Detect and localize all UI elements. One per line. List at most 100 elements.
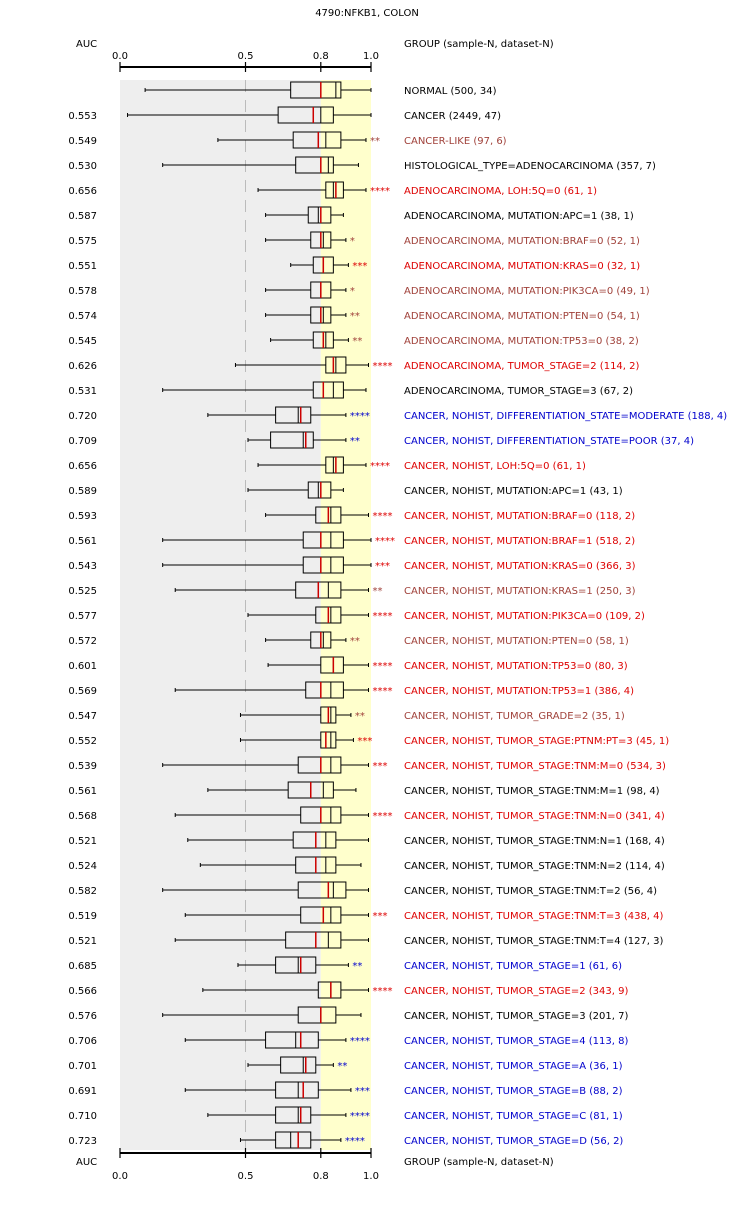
significance-stars: **** — [372, 811, 392, 822]
boxplot-row: ** 0.574 ADENOCARCINOMA, MUTATION:PTEN=0 (… — [68, 306, 640, 324]
boxplot-row: **** 0.706 CANCER, NOHIST, TUMOR_STAGE=4 (… — [68, 1031, 628, 1049]
boxplot-row: ** 0.545 ADENOCARCINOMA, MUTATION:TP53=0 (… — [68, 331, 639, 349]
boxplot-row: ** 0.685 CANCER, NOHIST, TUMOR_STAGE=1 (61… — [68, 956, 622, 974]
auc-value: 0.572 — [68, 636, 97, 647]
group-label: CANCER (2449, 47) — [404, 111, 501, 122]
group-label: ADENOCARCINOMA, LOH:5Q=0 (61, 1) — [404, 186, 597, 197]
boxplot-row: 0.589 CANCER, NOHIST, MUTATION:APC=1 (43,… — [68, 481, 623, 499]
boxplot-row: **** 0.720 CANCER, NOHIST, DIFFERENTIATION… — [68, 406, 727, 424]
group-label: CANCER, NOHIST, MUTATION:TP53=0 (80, 3) — [404, 661, 628, 672]
auc-value: 0.656 — [68, 461, 97, 472]
x-tick-label-top: 0.0 — [112, 51, 128, 62]
group-label: CANCER, NOHIST, MUTATION:KRAS=0 (366, 3) — [404, 561, 636, 572]
group-header-top: GROUP (sample-N, dataset-N) — [404, 39, 554, 50]
group-label: ADENOCARCINOMA, TUMOR_STAGE=2 (114, 2) — [404, 361, 640, 372]
iqr-box — [297, 1006, 337, 1024]
iqr-box — [297, 756, 342, 774]
iqr-box — [270, 431, 314, 449]
boxplot-row: 0.521 CANCER, NOHIST, TUMOR_STAGE:TNM:N=1… — [68, 831, 665, 849]
iqr-box — [302, 531, 344, 549]
auc-value: 0.549 — [68, 136, 97, 147]
significance-stars: **** — [372, 361, 392, 372]
auc-value: 0.701 — [68, 1061, 97, 1072]
boxplot-row: ** 0.572 CANCER, NOHIST, MUTATION:PTEN=0 (… — [68, 631, 629, 649]
significance-stars: ** — [350, 436, 360, 447]
auc-value: 0.525 — [68, 586, 97, 597]
iqr-box — [300, 906, 342, 924]
boxplot-row: *** 0.519 CANCER, NOHIST, TUMOR_STAGE:TNM:… — [68, 906, 664, 924]
boxplot-row: *** 0.543 CANCER, NOHIST, MUTATION:KRAS=0 … — [68, 556, 636, 574]
iqr-box — [307, 481, 332, 499]
significance-stars: **** — [350, 1036, 370, 1047]
boxplot-row: **** 0.566 CANCER, NOHIST, TUMOR_STAGE=2 (… — [68, 981, 628, 999]
significance-stars: **** — [372, 511, 392, 522]
significance-stars: * — [350, 236, 355, 247]
boxplot-row: **** 0.656 CANCER, NOHIST, LOH:5Q=0 (61, 1… — [68, 456, 586, 474]
boxplot-row: **** 0.568 CANCER, NOHIST, TUMOR_STAGE:TNM… — [68, 806, 665, 824]
boxplot-row: NORMAL (500, 34) — [144, 81, 497, 99]
group-label: CANCER, NOHIST, TUMOR_STAGE:TNM:N=0 (341… — [404, 811, 665, 822]
iqr-box — [325, 181, 344, 199]
auc-value: 0.582 — [68, 886, 97, 897]
significance-stars: **** — [375, 536, 395, 547]
auc-value: 0.552 — [68, 736, 97, 747]
auc-value: 0.589 — [68, 486, 97, 497]
group-label: ADENOCARCINOMA, TUMOR_STAGE=3 (67, 2) — [404, 386, 633, 397]
group-label: CANCER, NOHIST, TUMOR_STAGE:TNM:T=3 (438… — [404, 911, 664, 922]
group-label: CANCER, NOHIST, TUMOR_STAGE:TNM:N=1 (168… — [404, 836, 665, 847]
boxplot-row: 0.524 CANCER, NOHIST, TUMOR_STAGE:TNM:N=2… — [68, 856, 665, 874]
auc-value: 0.577 — [68, 611, 97, 622]
significance-stars: **** — [345, 1136, 365, 1147]
auc-value: 0.569 — [68, 686, 97, 697]
group-label: CANCER, NOHIST, MUTATION:BRAF=1 (518, 2) — [404, 536, 635, 547]
auc-value: 0.543 — [68, 561, 97, 572]
auc-value: 0.578 — [68, 286, 97, 297]
significance-stars: ** — [350, 311, 360, 322]
x-axis-bottom: 0.0 0.5 0.8 1.0 — [112, 1148, 379, 1182]
auc-value: 0.575 — [68, 236, 97, 247]
group-label: ADENOCARCINOMA, MUTATION:APC=1 (38, 1) — [404, 211, 634, 222]
significance-stars: *** — [375, 561, 390, 572]
boxplot-row: * 0.578 ADENOCARCINOMA, MUTATION:PIK3CA=0 … — [68, 281, 650, 299]
x-tick-label-bottom: 1.0 — [363, 1171, 379, 1182]
group-label: HISTOLOGICAL_TYPE=ADENOCARCINOMA (357, 7… — [404, 161, 656, 172]
x-tick-label-bottom: 0.5 — [238, 1171, 254, 1182]
boxplot-row: **** 0.710 CANCER, NOHIST, TUMOR_STAGE=C (… — [68, 1106, 623, 1124]
significance-stars: **** — [372, 986, 392, 997]
group-label: ADENOCARCINOMA, MUTATION:PIK3CA=0 (49, 1… — [404, 286, 650, 297]
significance-stars: ** — [352, 961, 362, 972]
significance-stars: **** — [372, 686, 392, 697]
auc-value: 0.524 — [68, 861, 97, 872]
boxplot-row: **** 0.577 CANCER, NOHIST, MUTATION:PIK3CA… — [68, 606, 645, 624]
significance-stars: ** — [372, 586, 382, 597]
boxplot-row: 0.582 CANCER, NOHIST, TUMOR_STAGE:TNM:T=2… — [68, 881, 657, 899]
group-label: CANCER, NOHIST, TUMOR_STAGE:TNM:T=4 (127… — [404, 936, 664, 947]
boxplot-row: **** 0.561 CANCER, NOHIST, MUTATION:BRAF=1… — [68, 531, 635, 549]
auc-value: 0.519 — [68, 911, 97, 922]
significance-stars: ** — [350, 636, 360, 647]
x-tick-label-top: 0.5 — [238, 51, 254, 62]
group-label: ADENOCARCINOMA, MUTATION:KRAS=0 (32, 1) — [404, 261, 640, 272]
auc-value: 0.691 — [68, 1086, 97, 1097]
auc-value: 0.685 — [68, 961, 97, 972]
boxplot-row: **** 0.593 CANCER, NOHIST, MUTATION:BRAF=0… — [68, 506, 635, 524]
iqr-box — [275, 956, 317, 974]
significance-stars: **** — [350, 1111, 370, 1122]
iqr-box — [305, 681, 344, 699]
boxplot-row: *** 0.539 CANCER, NOHIST, TUMOR_STAGE:TNM:… — [68, 756, 666, 774]
significance-stars: **** — [372, 611, 392, 622]
boxplot-row: 0.587 ADENOCARCINOMA, MUTATION:APC=1 (38,… — [68, 206, 634, 224]
iqr-box — [302, 556, 344, 574]
iqr-box — [290, 81, 342, 99]
significance-stars: *** — [357, 736, 372, 747]
iqr-box — [297, 881, 347, 899]
auc-value: 0.531 — [68, 386, 97, 397]
auc-value: 0.601 — [68, 661, 97, 672]
boxplot-row: **** 0.723 CANCER, NOHIST, TUMOR_STAGE=D (… — [68, 1131, 623, 1149]
boxplot-rows: NORMAL (500, 34)0.553 CANCER (2449, 47)**… — [68, 81, 727, 1149]
group-label: CANCER, NOHIST, MUTATION:PIK3CA=0 (109, … — [404, 611, 645, 622]
group-label: CANCER, NOHIST, MUTATION:APC=1 (43, 1) — [404, 486, 623, 497]
group-label: CANCER, NOHIST, MUTATION:TP53=1 (386, 4) — [404, 686, 634, 697]
